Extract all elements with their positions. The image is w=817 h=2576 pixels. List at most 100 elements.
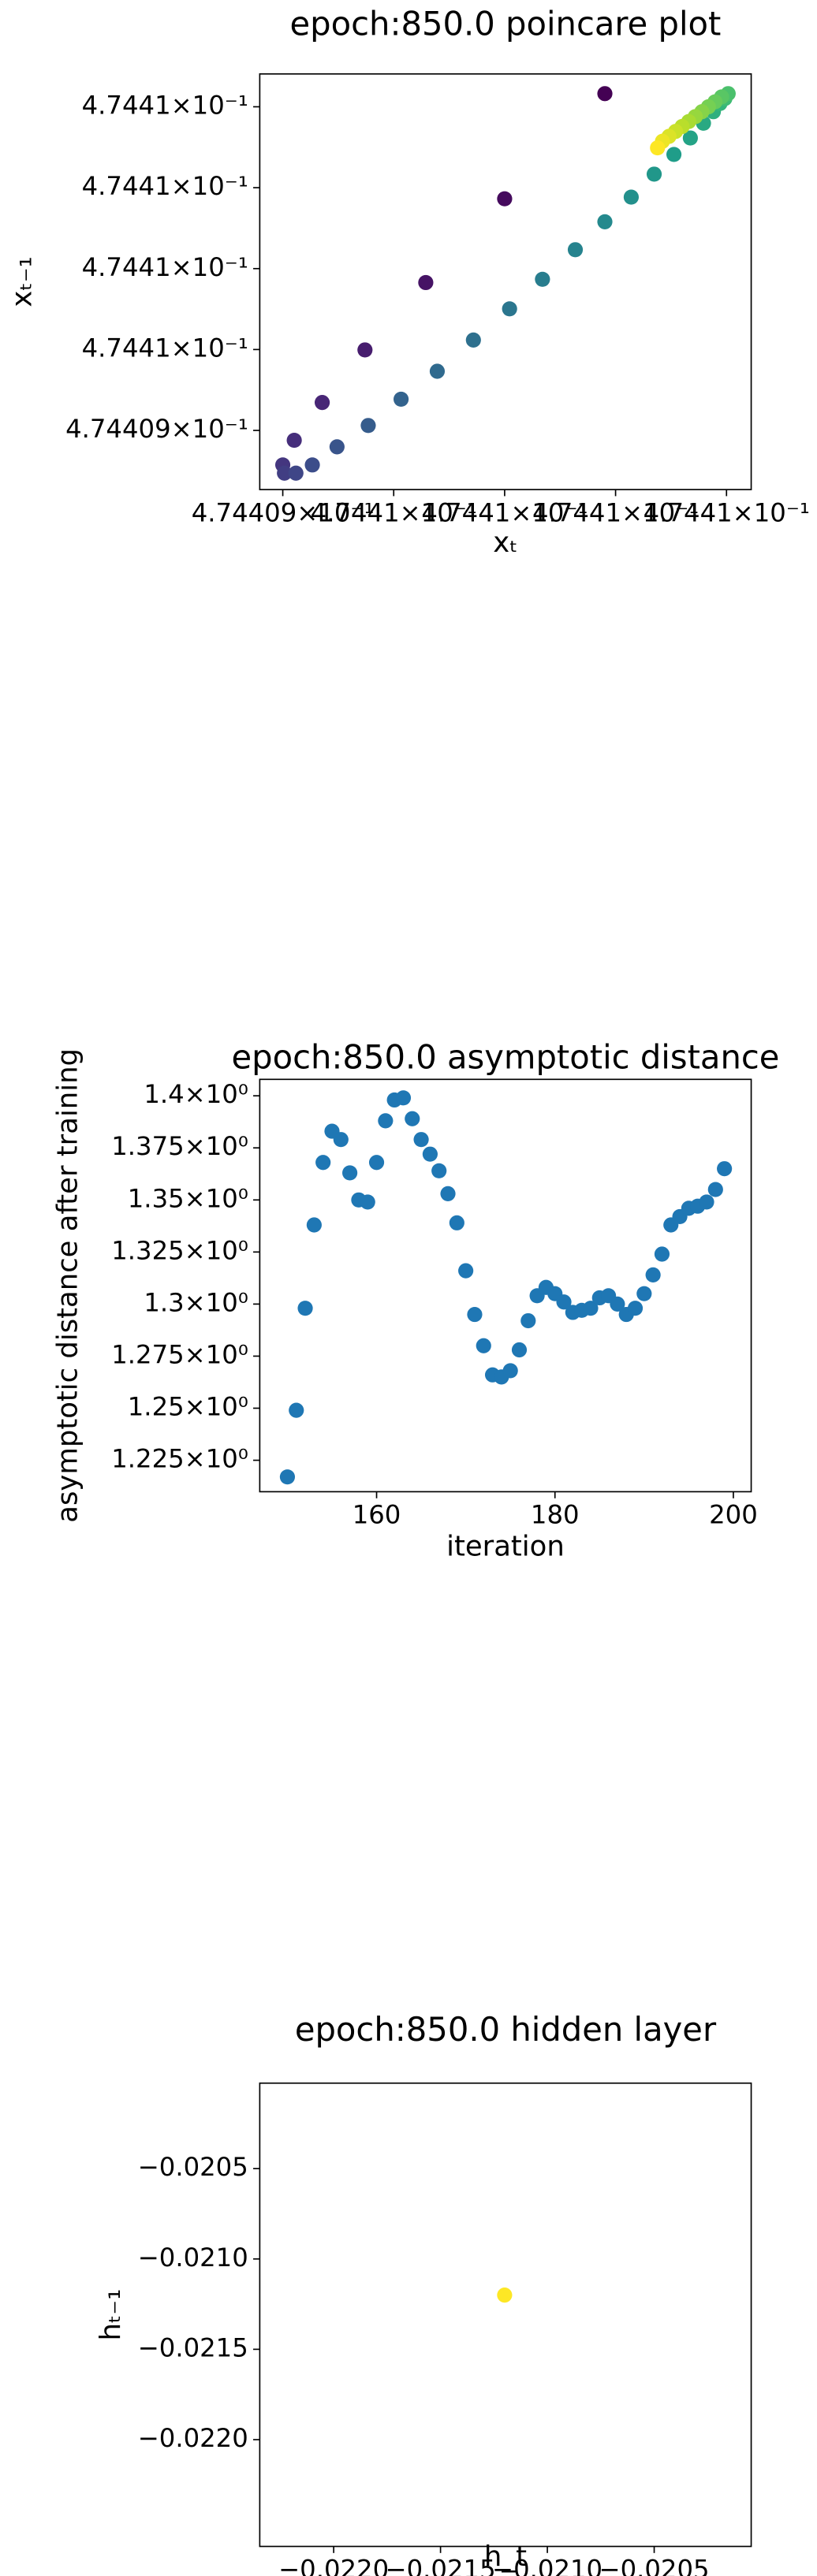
point xyxy=(476,1338,491,1353)
point xyxy=(623,189,640,205)
point xyxy=(422,1146,438,1162)
point xyxy=(502,1363,518,1379)
y-tick-label: 4.74409×10⁻¹ xyxy=(65,414,248,444)
x-tick-label: 160 xyxy=(353,1500,401,1530)
point xyxy=(289,1402,304,1418)
point xyxy=(315,1155,331,1171)
point xyxy=(431,1163,447,1178)
point xyxy=(279,1469,296,1485)
x-tick-label: 4.7441×10⁻¹ xyxy=(532,497,699,527)
point xyxy=(502,301,517,317)
point xyxy=(360,1194,375,1210)
x-axis-label: xₜ xyxy=(493,527,517,559)
x-tick-label: −0.0220 xyxy=(278,2555,389,2576)
point xyxy=(413,1132,429,1148)
point xyxy=(405,1111,420,1126)
y-tick-label: −0.0215 xyxy=(138,2332,248,2362)
point xyxy=(357,342,373,358)
y-tick-label: 4.7441×10⁻¹ xyxy=(82,252,248,282)
point xyxy=(556,1294,572,1310)
y-tick-label: 1.225×10⁰ xyxy=(111,1444,248,1474)
y-tick-label: 1.275×10⁰ xyxy=(111,1339,248,1369)
point xyxy=(360,418,376,434)
point xyxy=(610,1296,625,1312)
point xyxy=(333,1132,349,1148)
y-tick-label: −0.0220 xyxy=(138,2423,248,2453)
y-tick-label: 1.25×10⁰ xyxy=(128,1391,248,1421)
point xyxy=(394,391,409,408)
x-tick-label: 4.7441×10⁻¹ xyxy=(311,497,477,527)
y-tick-label: 1.375×10⁰ xyxy=(111,1131,248,1161)
point xyxy=(520,1312,536,1329)
point xyxy=(440,1186,456,1201)
plot-frame xyxy=(259,1078,752,1493)
point xyxy=(368,1155,385,1171)
point xyxy=(650,140,666,156)
point xyxy=(286,432,302,449)
x-tick-label: 4.7441×10⁻¹ xyxy=(421,497,588,527)
x-tick-label: −0.0215 xyxy=(386,2555,496,2576)
point xyxy=(429,363,446,379)
point xyxy=(636,1286,652,1301)
point xyxy=(666,147,682,162)
point xyxy=(654,1246,670,1262)
point xyxy=(597,86,613,102)
plot-frame xyxy=(259,73,752,490)
y-axis-label: asymptotic distance after training xyxy=(52,1048,84,1523)
point xyxy=(497,191,513,207)
point xyxy=(467,1307,483,1323)
point xyxy=(314,395,330,411)
y-tick-label: 4.7441×10⁻¹ xyxy=(82,90,248,120)
point xyxy=(329,439,345,455)
x-tick-label: −0.0210 xyxy=(492,2555,602,2576)
y-axis-label: xₜ₋₁ xyxy=(6,256,38,307)
point xyxy=(511,1342,528,1358)
point xyxy=(458,1263,474,1279)
chart-title: epoch:850.0 poincare plot xyxy=(290,4,722,43)
chart: epoch:850.0 poincare plot xₜ xₜ₋₁ 4.74409×1… xyxy=(6,4,810,559)
x-tick-label: 4.74409×10⁻¹ xyxy=(192,497,375,527)
chart-title: epoch:850.0 asymptotic distance xyxy=(231,1037,779,1076)
point xyxy=(465,332,481,348)
point xyxy=(297,1301,313,1316)
y-tick-label: 1.3×10⁰ xyxy=(144,1287,248,1317)
point xyxy=(707,1182,723,1197)
point xyxy=(378,1113,394,1129)
chart: epoch:850.0 hidden layerh_thₜ₋₁−0.0220−0… xyxy=(95,2010,752,2576)
point xyxy=(717,1161,733,1177)
x-tick-label: 200 xyxy=(709,1500,758,1530)
point xyxy=(627,1301,644,1316)
chart: epoch:850.0 asymptotic distance iteration… xyxy=(52,1037,780,1562)
x-tick-label: −0.0205 xyxy=(599,2555,710,2576)
plot-frame xyxy=(259,2082,752,2548)
point xyxy=(418,274,434,291)
point xyxy=(535,271,550,287)
point xyxy=(646,166,662,182)
y-tick-label: 4.7441×10⁻¹ xyxy=(82,171,248,201)
point xyxy=(583,1301,599,1316)
point xyxy=(288,465,304,481)
chart-title: epoch:850.0 hidden layer xyxy=(295,2010,717,2049)
point xyxy=(342,1165,358,1181)
y-tick-label: −0.0210 xyxy=(138,2243,248,2273)
point xyxy=(306,1217,322,1233)
y-tick-label: 1.325×10⁰ xyxy=(111,1235,248,1265)
y-tick-label: −0.0205 xyxy=(138,2152,248,2182)
y-tick-label: 1.35×10⁰ xyxy=(128,1183,248,1213)
point xyxy=(645,1267,661,1282)
point xyxy=(395,1090,412,1106)
point xyxy=(699,1194,714,1210)
point xyxy=(304,457,320,473)
x-axis-label: iteration xyxy=(446,1530,565,1562)
x-tick-label: 180 xyxy=(531,1500,580,1530)
y-tick-label: 1.4×10⁰ xyxy=(144,1079,248,1109)
x-tick-label: 4.7441×10⁻¹ xyxy=(644,497,810,527)
point xyxy=(277,465,293,481)
y-tick-label: 4.7441×10⁻¹ xyxy=(82,333,248,363)
point xyxy=(682,130,698,146)
y-axis-label: hₜ₋₁ xyxy=(95,2289,127,2341)
point xyxy=(597,214,613,229)
point xyxy=(449,1215,464,1230)
